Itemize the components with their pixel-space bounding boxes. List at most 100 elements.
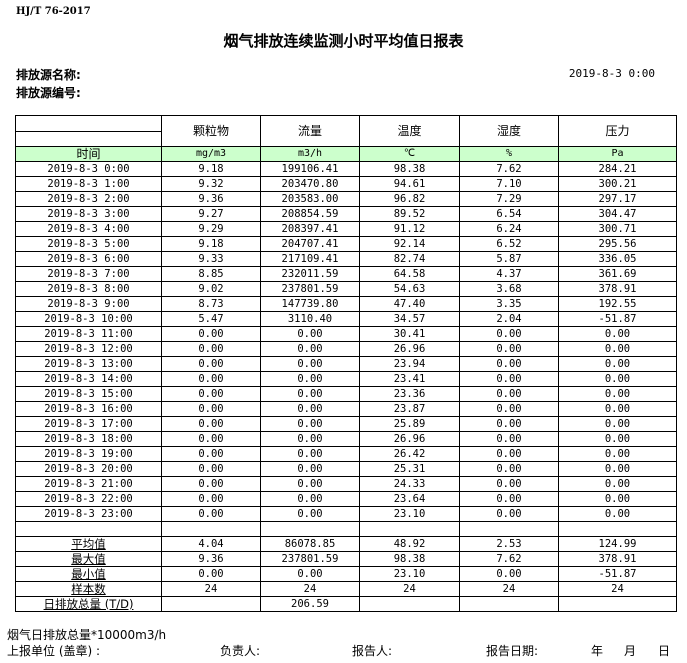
data-cell: 9.02 bbox=[161, 281, 261, 297]
data-cell: 0.00 bbox=[260, 371, 360, 387]
data-cell: 0.00 bbox=[459, 341, 559, 357]
table-row: 2019-8-3 16:00 0.00 0.00 23.87 0.00 0.00 bbox=[15, 401, 677, 417]
data-cell bbox=[161, 521, 261, 537]
unit-cell: % bbox=[459, 146, 559, 162]
data-cell: 24 bbox=[359, 581, 460, 597]
data-cell: 9.18 bbox=[161, 161, 261, 177]
column-header: 流量 bbox=[260, 115, 360, 147]
data-cell: 232011.59 bbox=[260, 266, 360, 282]
month-label: 月 bbox=[624, 644, 637, 658]
data-cell: 23.94 bbox=[359, 356, 460, 372]
data-cell bbox=[459, 521, 559, 537]
time-header: 时间 bbox=[15, 146, 162, 162]
data-cell: 0.00 bbox=[161, 476, 261, 492]
data-cell: 0.00 bbox=[161, 401, 261, 417]
year-label: 年 bbox=[591, 644, 604, 658]
data-cell: 297.17 bbox=[558, 191, 677, 207]
data-cell: 0.00 bbox=[558, 491, 677, 507]
responsible-label: 负责人: bbox=[220, 644, 261, 658]
row-label: 2019-8-3 21:00 bbox=[15, 476, 162, 492]
data-cell: 0.00 bbox=[260, 461, 360, 477]
data-cell: 217109.41 bbox=[260, 251, 360, 267]
data-cell: 0.00 bbox=[558, 341, 677, 357]
row-label: 2019-8-3 4:00 bbox=[15, 221, 162, 237]
data-cell: 0.00 bbox=[161, 431, 261, 447]
row-label: 2019-8-3 6:00 bbox=[15, 251, 162, 267]
data-cell: 2.04 bbox=[459, 311, 559, 327]
data-cell: 0.00 bbox=[161, 416, 261, 432]
data-cell: 3110.40 bbox=[260, 311, 360, 327]
row-label bbox=[15, 521, 162, 537]
data-cell: 0.00 bbox=[161, 371, 261, 387]
unit-cell: ℃ bbox=[359, 146, 460, 162]
data-cell: 0.00 bbox=[161, 341, 261, 357]
table-row: 2019-8-3 1:00 9.32 203470.80 94.61 7.10 300.2… bbox=[15, 176, 677, 192]
data-cell: 7.62 bbox=[459, 551, 559, 567]
data-cell: 47.40 bbox=[359, 296, 460, 312]
table-row: 2019-8-3 7:00 8.85 232011.59 64.58 4.37 361.6… bbox=[15, 266, 677, 282]
units-row: 时间 mg/m3 m3/h ℃ % Pa bbox=[15, 146, 677, 162]
data-cell: 199106.41 bbox=[260, 161, 360, 177]
data-cell: 8.85 bbox=[161, 266, 261, 282]
data-cell: 91.12 bbox=[359, 221, 460, 237]
data-cell: 0.00 bbox=[260, 326, 360, 342]
row-label: 2019-8-3 23:00 bbox=[15, 506, 162, 522]
row-label: 2019-8-3 15:00 bbox=[15, 386, 162, 402]
data-cell: 5.87 bbox=[459, 251, 559, 267]
data-cell: 5.47 bbox=[161, 311, 261, 327]
data-cell: 0.00 bbox=[459, 446, 559, 462]
data-cell: 0.00 bbox=[459, 476, 559, 492]
data-cell: 0.00 bbox=[558, 431, 677, 447]
data-cell: 203583.00 bbox=[260, 191, 360, 207]
table-row: 2019-8-3 23:00 0.00 0.00 23.10 0.00 0.00 bbox=[15, 506, 677, 522]
data-cell: 295.56 bbox=[558, 236, 677, 252]
data-cell: 0.00 bbox=[459, 431, 559, 447]
data-cell: 0.00 bbox=[558, 461, 677, 477]
footer-note: 烟气日排放总量*10000m3/h bbox=[7, 628, 167, 642]
data-cell: 300.21 bbox=[558, 176, 677, 192]
header-row: 颗粒物 流量 温度 湿度 压力 bbox=[15, 115, 677, 147]
data-cell: 0.00 bbox=[558, 401, 677, 417]
row-label: 2019-8-3 14:00 bbox=[15, 371, 162, 387]
data-cell: 0.00 bbox=[260, 446, 360, 462]
data-cell bbox=[359, 521, 460, 537]
table-row: 2019-8-3 2:00 9.36 203583.00 96.82 7.29 297.1… bbox=[15, 191, 677, 207]
data-cell bbox=[459, 596, 559, 612]
data-cell: 9.36 bbox=[161, 191, 261, 207]
column-header: 颗粒物 bbox=[161, 115, 261, 147]
data-cell: 24 bbox=[260, 581, 360, 597]
data-cell: 0.00 bbox=[260, 386, 360, 402]
data-cell: 0.00 bbox=[260, 431, 360, 447]
data-cell: 0.00 bbox=[558, 416, 677, 432]
data-cell: 0.00 bbox=[161, 356, 261, 372]
data-cell: 0.00 bbox=[161, 386, 261, 402]
data-cell: 284.21 bbox=[558, 161, 677, 177]
data-cell: 4.04 bbox=[161, 536, 261, 552]
row-label: 2019-8-3 12:00 bbox=[15, 341, 162, 357]
data-cell: 23.10 bbox=[359, 566, 460, 582]
data-cell: 25.31 bbox=[359, 461, 460, 477]
unit-cell: mg/m3 bbox=[161, 146, 261, 162]
table-row: 2019-8-3 0:00 9.18 199106.41 98.38 7.62 284.2… bbox=[15, 161, 677, 177]
table-row: 2019-8-3 9:00 8.73 147739.80 47.40 3.35 192.5… bbox=[15, 296, 677, 312]
column-header: 湿度 bbox=[459, 115, 559, 147]
row-label: 2019-8-3 8:00 bbox=[15, 281, 162, 297]
data-cell: 7.62 bbox=[459, 161, 559, 177]
data-cell: 208854.59 bbox=[260, 206, 360, 222]
data-cell: 0.00 bbox=[459, 506, 559, 522]
data-cell: 0.00 bbox=[558, 371, 677, 387]
row-label: 日排放总量 (T/D) bbox=[15, 596, 162, 612]
data-cell: 0.00 bbox=[558, 506, 677, 522]
data-cell: 92.14 bbox=[359, 236, 460, 252]
data-cell: 23.10 bbox=[359, 506, 460, 522]
standard-code: HJ/T 76-2017 bbox=[16, 6, 91, 17]
table-row: 2019-8-3 17:00 0.00 0.00 25.89 0.00 0.00 bbox=[15, 416, 677, 432]
unit-cell: m3/h bbox=[260, 146, 360, 162]
data-cell: -51.87 bbox=[558, 566, 677, 582]
table-row: 2019-8-3 5:00 9.18 204707.41 92.14 6.52 295.5… bbox=[15, 236, 677, 252]
row-label: 2019-8-3 3:00 bbox=[15, 206, 162, 222]
table-row: 2019-8-3 15:00 0.00 0.00 23.36 0.00 0.00 bbox=[15, 386, 677, 402]
data-cell: 3.68 bbox=[459, 281, 559, 297]
data-cell: 0.00 bbox=[161, 566, 261, 582]
data-cell: 98.38 bbox=[359, 161, 460, 177]
